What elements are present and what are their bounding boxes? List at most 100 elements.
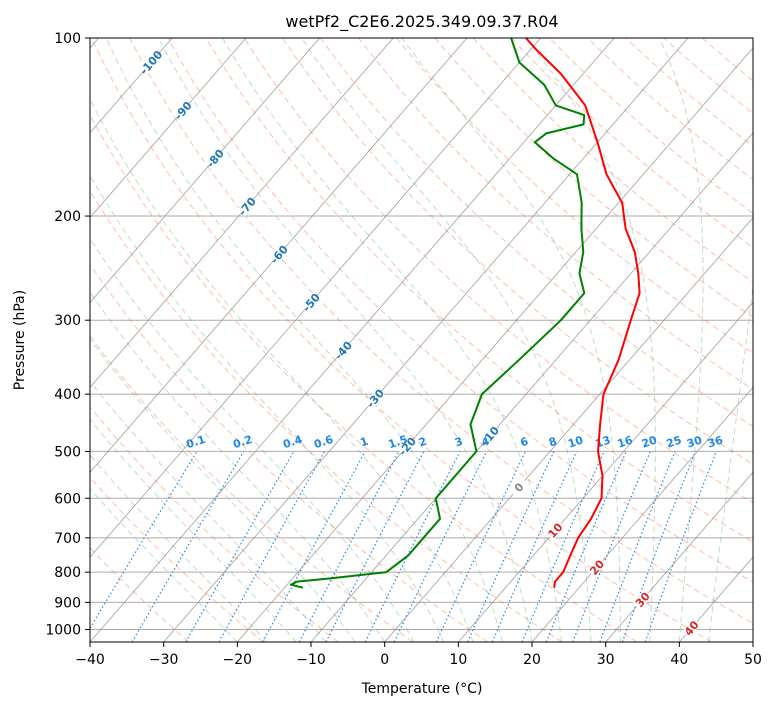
mixing-ratio-label: 4: [480, 435, 492, 450]
mixing-ratio-label: 8: [547, 435, 558, 450]
moist-adiabat: [90, 418, 297, 642]
mixing-ratio-line: [621, 451, 697, 642]
moist-adiabat: [90, 291, 386, 642]
isotherm-label-bg: [269, 244, 289, 265]
mixing-ratio-line: [325, 451, 425, 642]
x-tick-label: −30: [149, 652, 179, 668]
mixing-ratio-label: 3: [453, 435, 464, 450]
mixing-ratio-label: 25: [665, 434, 684, 451]
y-tick-label: 400: [54, 387, 81, 403]
moist-adiabat: [401, 38, 621, 642]
moist-adiabat: [90, 97, 474, 642]
dry-adiabat: [281, 38, 753, 465]
mixing-ratio-label: 6: [519, 435, 531, 450]
temperature-profile: [525, 38, 641, 588]
moist-adiabat: [90, 454, 268, 642]
isotherm-line: [90, 38, 394, 389]
mixing-ratio-line: [644, 451, 717, 642]
x-tick-label: 0: [380, 652, 389, 668]
y-tick-label: 200: [54, 209, 81, 225]
dewpoint-profile: [289, 38, 586, 589]
mixing-ratio-line: [545, 451, 627, 642]
x-axis-label: Temperature (°C): [361, 681, 483, 697]
x-tick-label: −20: [223, 652, 253, 668]
isotherm-label-bg: [301, 292, 321, 313]
mixing-ratio-label: 20: [640, 433, 659, 450]
dry-adiabat: [320, 38, 753, 428]
mixing-ratio-line: [466, 451, 555, 642]
isotherm-line: [237, 47, 753, 642]
x-tick-label: −10: [296, 652, 326, 668]
y-tick-label: 100: [54, 31, 81, 47]
x-tick-label: 10: [449, 652, 467, 668]
y-tick-label: 300: [54, 313, 81, 329]
isotherm-label-bg: [333, 340, 353, 361]
isotherm-line: [605, 471, 753, 642]
dry-adiabat: [167, 38, 753, 583]
dry-adiabat: [91, 38, 712, 642]
isotherm-label-bg: [587, 557, 607, 578]
dry-adiabat: [625, 38, 753, 147]
isotherm-line: [310, 132, 753, 642]
moist-adiabat: [525, 38, 656, 642]
isotherm-label-bg: [632, 589, 653, 610]
moist-adiabat: [90, 380, 327, 642]
mixing-ratio-label: 2: [417, 435, 428, 450]
isotherm-line: [90, 38, 541, 558]
y-tick-label: 1000: [45, 622, 81, 638]
y-tick-label: 900: [54, 595, 81, 611]
isotherm-line: [458, 301, 753, 642]
dry-adiabat: [472, 38, 753, 283]
x-tick-label: 30: [597, 652, 615, 668]
moist-adiabat: [90, 487, 238, 642]
sounding-profiles: [289, 38, 641, 589]
mixing-ratio-line: [572, 451, 651, 642]
isotherm-label-bg: [681, 618, 702, 639]
mixing-ratio-label: 10: [566, 433, 585, 450]
isotherm-label-bg: [545, 520, 565, 541]
moist-adiabat: [658, 38, 704, 642]
dry-adiabat: [90, 476, 264, 642]
moist-adiabat: [158, 38, 533, 642]
mixing-ratio-line: [599, 451, 676, 642]
moist-adiabat: [90, 237, 415, 642]
isotherm-label-bg: [397, 436, 417, 457]
isotherm-label-bg: [480, 425, 500, 446]
mixing-ratio-label: 0.6: [312, 433, 335, 451]
isotherm-line: [90, 38, 615, 642]
dry-adiabat: [90, 263, 488, 642]
isotherm-label-bg: [205, 148, 225, 169]
isotherm-line: [90, 38, 247, 219]
isotherm-line: [90, 38, 320, 304]
mixing-ratio-label: 16: [616, 433, 635, 450]
mixing-ratio-line: [90, 451, 198, 630]
mixing-ratio-labels: 0.1 0.2 0.4 0.6 1 1.5 2 3 4 6 8 10 13 16 20 25 30 36: [185, 433, 725, 451]
mixing-ratio-label: 0.2: [231, 433, 254, 451]
dry-adiabat: [510, 38, 753, 249]
mixing-ratio-line: [185, 451, 295, 642]
y-axis-label: Pressure (hPa): [12, 290, 28, 390]
mixing-ratio-line: [521, 451, 605, 642]
dry-adiabat: [243, 38, 753, 504]
x-tick-label: 20: [523, 652, 541, 668]
y-tick-label: 600: [54, 491, 81, 507]
mixing-ratio-label: 1.5: [387, 433, 410, 451]
y-tick-label: 700: [54, 531, 81, 547]
background-lines: [90, 38, 753, 642]
moist-adiabat: [221, 38, 562, 642]
mixing-ratio-label: 30: [685, 433, 704, 450]
isotherm-line: [531, 386, 753, 642]
moist-adiabat: [708, 281, 753, 642]
mixing-ratio-line: [262, 451, 366, 642]
x-axis: −40 −30 −20 −10 0 10 20 30 40 50: [75, 642, 762, 668]
dry-adiabat: [205, 38, 753, 543]
y-tick-label: 500: [54, 444, 81, 460]
y-axis: 100 200 300 400 500 600 700 800 900 1000: [45, 31, 90, 638]
isotherm-label-bg: [173, 100, 193, 121]
isotherm-label-bg: [141, 52, 161, 73]
x-tick-label: 50: [744, 652, 762, 668]
dry-adiabat: [358, 38, 753, 391]
isotherm-label-bg: [509, 477, 529, 498]
